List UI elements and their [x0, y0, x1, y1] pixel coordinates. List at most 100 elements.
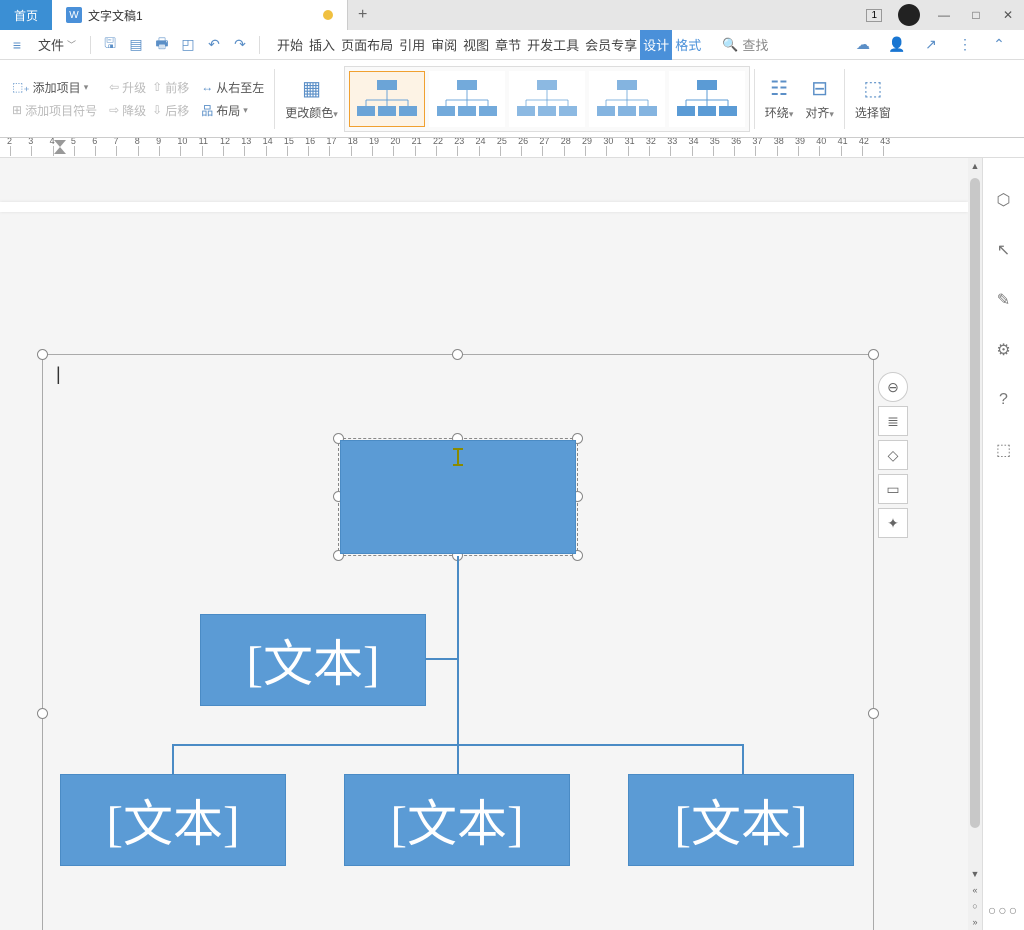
move-before-button[interactable]: ⇧前移 [152, 79, 189, 96]
redo-icon[interactable]: ↷ [229, 34, 251, 56]
resize-handle[interactable] [868, 708, 879, 719]
ribbon-tab[interactable]: 页面布局 [338, 30, 396, 60]
print-icon[interactable]: 🖶 [151, 34, 173, 56]
minimize-button[interactable]: — [928, 0, 960, 30]
ribbon-tab[interactable]: 格式 [672, 30, 704, 60]
close-button[interactable]: ✕ [992, 0, 1024, 30]
document-canvas[interactable]: | [文本] [文本] [文本] [文本] ⊖ ≣ ◇ ▭ ✦ [0, 158, 982, 930]
add-item-button[interactable]: ⬚₊ 添加项目 ▾ [12, 79, 88, 96]
hamburger-icon[interactable]: ≡ [6, 34, 28, 56]
tab-add-button[interactable]: + [348, 6, 378, 24]
page-up-button[interactable]: « [968, 882, 982, 898]
scroll-thumb[interactable] [970, 178, 980, 828]
ribbon-tab[interactable]: 审阅 [428, 30, 460, 60]
ribbon-tab[interactable]: 开发工具 [524, 30, 582, 60]
org-node-root[interactable] [340, 440, 576, 554]
float-tool-button[interactable]: ◇ [878, 440, 908, 470]
move-after-icon: ⇩ [152, 103, 162, 117]
print-preview-icon[interactable]: ▤ [125, 34, 147, 56]
gallery-style-item[interactable] [669, 71, 745, 127]
sidebar-help-icon[interactable]: ? [992, 388, 1016, 412]
org-node-assistant[interactable]: [文本] [200, 614, 426, 706]
tab-home[interactable]: 首页 [0, 0, 52, 30]
share-icon[interactable]: ↗ [920, 34, 942, 56]
connector [172, 744, 174, 776]
gallery-style-item[interactable] [509, 71, 585, 127]
org-node-child[interactable]: [文本] [344, 774, 570, 866]
separator [754, 69, 755, 129]
more-icon[interactable]: ⋮ [954, 34, 976, 56]
chevron-down-icon: ▾ [243, 105, 248, 116]
ribbon-tab[interactable]: 章节 [492, 30, 524, 60]
cloud-icon[interactable]: ☁ [852, 34, 874, 56]
avatar[interactable] [898, 4, 920, 26]
window-count-badge[interactable]: 1 [866, 9, 882, 22]
sidebar-settings-icon[interactable]: ⚙ [992, 338, 1016, 362]
rtl-button[interactable]: ↔从右至左 [201, 79, 264, 96]
ribbon: ⬚₊ 添加项目 ▾ ⊞ 添加项目符号 ⇦升级 ⇧前移 ⇨降级 ⇩后移 ↔从右至左… [0, 60, 1024, 138]
ribbon-tab[interactable]: 开始 [274, 30, 306, 60]
change-color-label: 更改颜色 [285, 106, 333, 120]
float-tool-button[interactable]: ✦ [878, 508, 908, 538]
resize-handle[interactable] [452, 349, 463, 360]
node-text: [文本] [390, 784, 523, 856]
ribbon-tab[interactable]: 设计 [640, 30, 672, 60]
sidebar-pane-icon[interactable]: ⬚ [992, 438, 1016, 462]
layout-button[interactable]: 品布局▾ [201, 102, 248, 119]
chevron-down-icon: ▾ [789, 109, 794, 119]
float-collapse-button[interactable]: ⊖ [878, 372, 908, 402]
indent-marker-icon[interactable] [54, 140, 66, 154]
ribbon-tab[interactable]: 视图 [460, 30, 492, 60]
align-button[interactable]: ⊟ 对齐▾ [799, 76, 840, 121]
sidebar-edit-icon[interactable]: ✎ [992, 288, 1016, 312]
ribbon-tab[interactable]: 会员专享 [582, 30, 640, 60]
gallery-style-item[interactable] [589, 71, 665, 127]
tab-document[interactable]: W 文字文稿1 [52, 0, 348, 30]
gallery-style-item[interactable] [429, 71, 505, 127]
org-node-child[interactable]: [文本] [60, 774, 286, 866]
sidebar-select-icon[interactable]: ↖ [992, 238, 1016, 262]
scroll-up-button[interactable]: ▲ [968, 158, 982, 174]
ruler-marks: 2345678910111213141516171819202122232425… [10, 138, 1024, 157]
org-node-child[interactable]: [文本] [628, 774, 854, 866]
ribbon-tab[interactable]: 引用 [396, 30, 428, 60]
save-icon[interactable]: 🖫 [99, 34, 121, 56]
sidebar-more-icon[interactable]: ○○○ [988, 902, 1019, 918]
scroll-down-button[interactable]: ▼ [968, 866, 982, 882]
float-tool-button[interactable]: ▭ [878, 474, 908, 504]
share-user-icon[interactable]: 👤 [886, 34, 908, 56]
demote-button[interactable]: ⇨降级 [109, 102, 146, 119]
resize-handle[interactable] [868, 349, 879, 360]
unsaved-dot-icon [323, 10, 333, 20]
maximize-button[interactable]: □ [960, 0, 992, 30]
move-after-button[interactable]: ⇩后移 [152, 102, 189, 119]
node-text: [文本] [674, 784, 807, 856]
undo-icon[interactable]: ↶ [203, 34, 225, 56]
file-label: 文件 [38, 35, 64, 54]
rtl-icon: ↔ [201, 80, 213, 94]
wrap-button[interactable]: ☷ 环绕▾ [759, 76, 800, 121]
select-pane-button[interactable]: ⬚ 选择窗 [849, 76, 897, 121]
gallery-style-item[interactable] [349, 71, 425, 127]
preview-icon[interactable]: ◰ [177, 34, 199, 56]
search-button[interactable]: 🔍 查找 [722, 35, 768, 54]
connector [457, 744, 459, 776]
promote-button[interactable]: ⇦升级 [109, 79, 146, 96]
resize-handle[interactable] [37, 708, 48, 719]
style-gallery [344, 66, 750, 132]
add-bullet-button[interactable]: ⊞ 添加项目符号 [12, 102, 97, 119]
add-bullet-icon: ⊞ [12, 103, 22, 117]
ribbon-tab[interactable]: 插入 [306, 30, 338, 60]
collapse-icon[interactable]: ⌃ [988, 34, 1010, 56]
sidebar-tool-icon[interactable]: ⬡ [992, 188, 1016, 212]
change-color-button[interactable]: ▦ 更改颜色▾ [279, 76, 344, 121]
text-cursor-icon [451, 447, 465, 467]
ruler[interactable]: 2345678910111213141516171819202122232425… [0, 138, 1024, 158]
page-down-button[interactable]: » [968, 914, 982, 930]
goto-button[interactable]: ○ [968, 898, 982, 914]
float-tool-button[interactable]: ≣ [878, 406, 908, 436]
vertical-scrollbar[interactable]: ▲ ▼ « ○ » [968, 158, 982, 930]
resize-handle[interactable] [37, 349, 48, 360]
file-menu[interactable]: 文件 ﹀ [32, 35, 82, 54]
promote-label: 升级 [122, 79, 146, 96]
